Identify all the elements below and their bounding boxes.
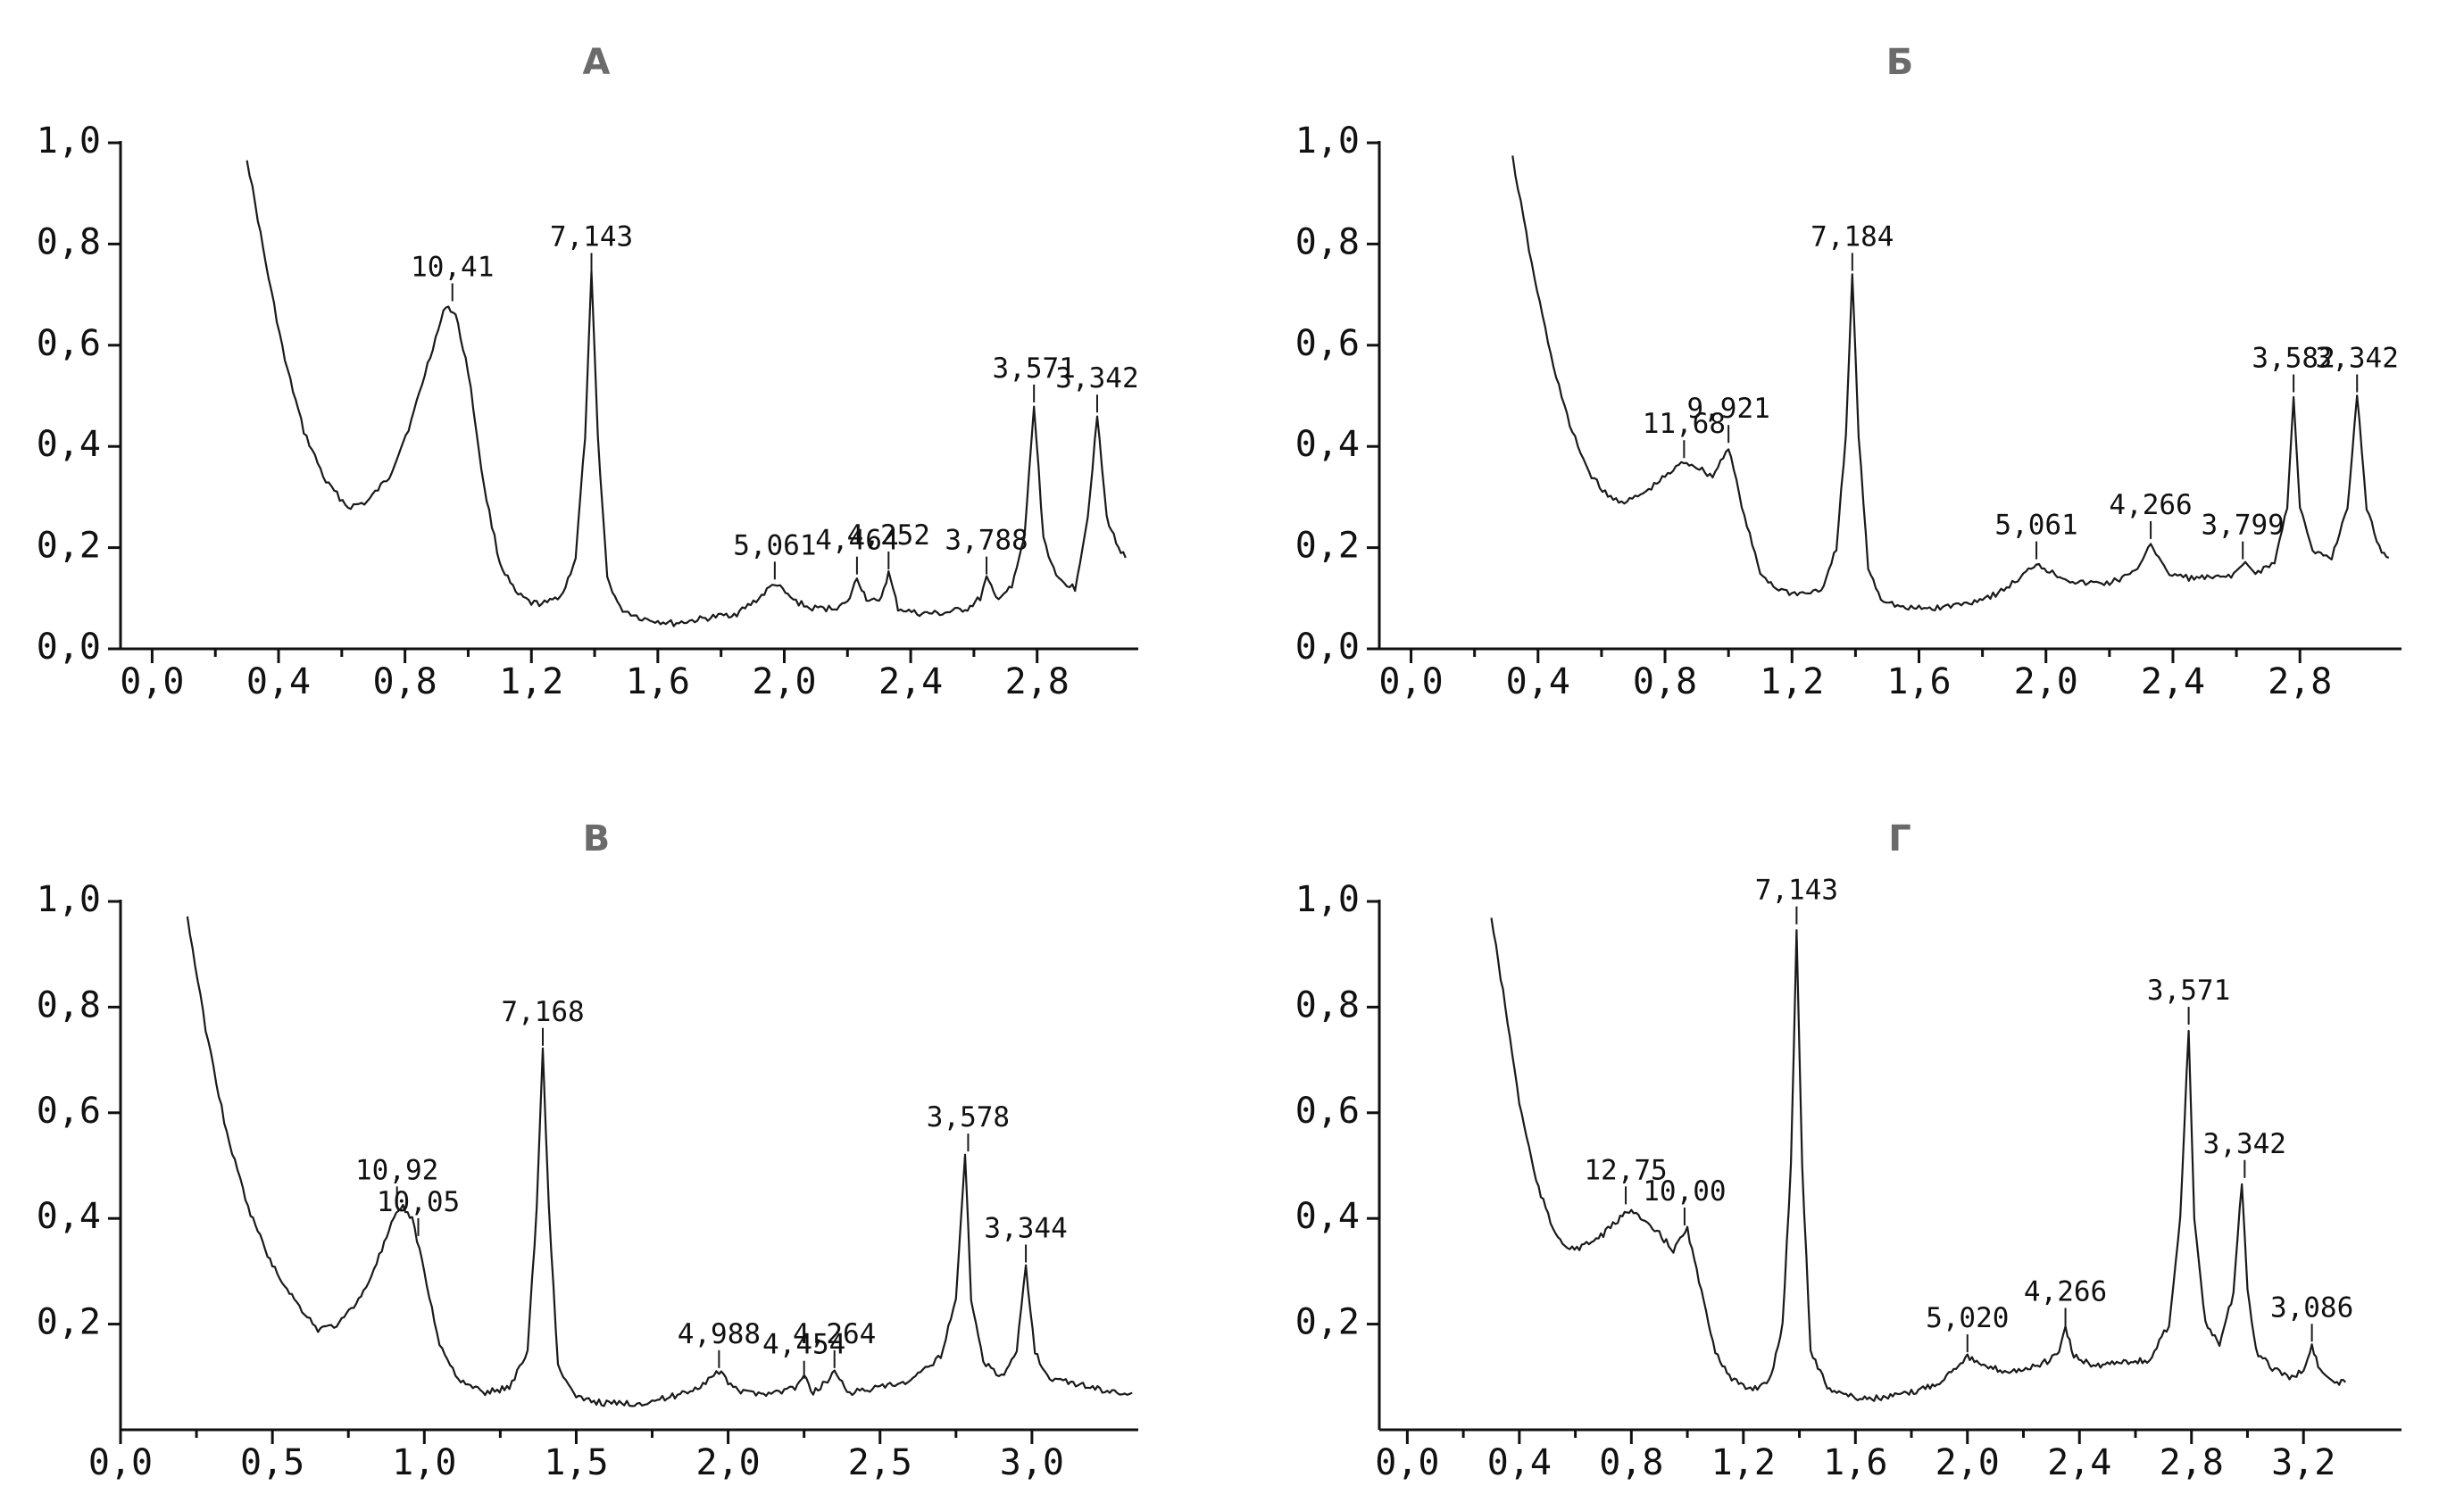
y-tick-label: 0,4 (37, 424, 101, 465)
x-tick-label: 2,0 (1935, 1442, 2000, 1483)
diffraction-trace (1490, 917, 2347, 1402)
y-tick-label: 0,0 (37, 627, 101, 668)
peak-label: 3,342 (2316, 343, 2399, 375)
peak-label: 9,921 (1686, 393, 1769, 425)
peak-label: 10,00 (1643, 1175, 1726, 1208)
x-tick-label: 1,2 (1711, 1442, 1776, 1483)
peak-label: 3,788 (945, 525, 1028, 557)
panel-title: А (583, 42, 611, 83)
x-tick-label: 3,0 (1000, 1442, 1064, 1483)
peak-label: 3,578 (927, 1101, 1010, 1133)
y-tick-label: 0,8 (37, 984, 101, 1025)
y-tick-label: 0,2 (37, 526, 101, 567)
peak-label: 7,184 (1811, 220, 1894, 253)
y-tick-label: 0,6 (37, 323, 101, 364)
peak-label: 4,266 (2109, 489, 2192, 521)
chart-panel: А 0,0 0,2 0,4 0,6 0,8 1,0 0,0 0,4 0,8 1,2 1,6 2,0 2,4… (37, 42, 1139, 702)
y-tick-label: 1,0 (37, 120, 101, 162)
peak-label: 12,75 (1584, 1154, 1667, 1186)
x-tick-label: 2,0 (2014, 661, 2078, 702)
x-tick-label: 2,5 (848, 1442, 912, 1483)
y-tick-label: 0,2 (1295, 1302, 1360, 1343)
y-tick-label: 0,4 (37, 1196, 101, 1237)
x-tick-label: 1,6 (626, 661, 690, 702)
x-tick-label: 1,2 (1760, 661, 1824, 702)
x-tick-label: 0,0 (88, 1442, 153, 1483)
peak-label: 10,41 (411, 251, 494, 283)
y-tick-label: 0,8 (1295, 984, 1360, 1025)
peak-label: 3,342 (2203, 1128, 2286, 1160)
x-tick-label: 3,2 (2271, 1442, 2335, 1483)
x-tick-label: 0,4 (246, 661, 311, 702)
y-tick-label: 0,2 (1295, 526, 1360, 567)
y-tick-label: 0,4 (1295, 424, 1360, 465)
peak-label: 10,92 (355, 1154, 438, 1186)
peak-label: 7,143 (550, 220, 633, 253)
x-tick-label: 2,4 (878, 661, 943, 702)
chart-panel: В 1,0 0,8 0,6 0,4 0,2 0,0 0,5 1,0 1,5 2,0 2,5 3,0 10,… (37, 818, 1138, 1483)
y-tick-label: 0,8 (1295, 221, 1360, 262)
x-tick-label: 0,4 (1487, 1442, 1552, 1483)
x-tick-label: 1,0 (392, 1442, 456, 1483)
x-tick-label: 0,8 (1599, 1442, 1663, 1483)
x-tick-label: 1,6 (1886, 661, 1951, 702)
x-tick-label: 2,8 (1005, 661, 1070, 702)
x-tick-label: 1,2 (499, 661, 563, 702)
chart-panel: Г 1,0 0,8 0,6 0,4 0,2 0,0 0,4 0,8 1,2 1,6 2,0 2,4 2,8… (1295, 818, 2402, 1483)
y-tick-label: 1,0 (1295, 120, 1360, 162)
y-tick-label: 0,2 (37, 1302, 101, 1343)
x-tick-label: 0,8 (1633, 661, 1697, 702)
x-tick-label: 0,0 (1375, 1442, 1439, 1483)
x-tick-label: 2,8 (2268, 661, 2332, 702)
panel-title: Б (1886, 42, 1914, 83)
y-tick-label: 0,6 (1295, 323, 1360, 364)
y-tick-label: 0,0 (1295, 627, 1360, 668)
peak-label: 5,061 (1994, 510, 2077, 542)
x-tick-label: 2,4 (2047, 1442, 2111, 1483)
x-tick-label: 2,0 (695, 1442, 760, 1483)
peak-label: 10,05 (377, 1186, 460, 1218)
peak-label: 4,252 (847, 519, 930, 552)
y-tick-label: 0,6 (37, 1091, 101, 1132)
peak-label: 11,68 (1643, 408, 1726, 440)
peak-label: 3,799 (2202, 510, 2285, 542)
peak-label: 4,454 (762, 1329, 845, 1361)
peak-label: 3,086 (2270, 1291, 2353, 1324)
x-tick-label: 1,5 (544, 1442, 608, 1483)
peak-label: 3,571 (2147, 975, 2230, 1007)
x-tick-label: 0,0 (120, 661, 184, 702)
x-tick-label: 1,6 (1823, 1442, 1887, 1483)
peak-label: 7,143 (1755, 875, 1838, 907)
peak-label: 4,464 (815, 525, 898, 557)
x-tick-label: 2,4 (2141, 661, 2205, 702)
peak-label: 3,582 (2252, 343, 2335, 375)
panel-title: Г (1888, 818, 1911, 859)
peak-label: 3,571 (993, 353, 1076, 385)
diffraction-trace (1511, 155, 2390, 611)
chart-panel: Б 0,0 0,2 0,4 0,6 0,8 1,0 0,0 0,4 0,8 1,2 1,6 2,0 2,4… (1295, 42, 2402, 702)
peak-label: 4,988 (678, 1318, 761, 1350)
peak-label: 5,061 (733, 529, 816, 561)
x-tick-label: 0,0 (1378, 661, 1443, 702)
y-tick-label: 0,8 (37, 221, 101, 262)
diffraction-trace (246, 160, 1127, 627)
peak-label: 7,168 (501, 996, 584, 1028)
diffraction-trace (186, 916, 1133, 1407)
panel-title: В (583, 818, 611, 859)
x-tick-label: 2,0 (752, 661, 816, 702)
peak-label: 3,344 (984, 1212, 1067, 1244)
y-tick-label: 0,4 (1295, 1196, 1360, 1237)
peak-label: 4,266 (2024, 1276, 2107, 1308)
y-tick-label: 1,0 (37, 879, 101, 920)
y-tick-label: 1,0 (1295, 879, 1360, 920)
peak-label: 5,020 (1926, 1302, 2009, 1334)
peak-label: 4,264 (793, 1318, 876, 1350)
x-tick-label: 0,5 (240, 1442, 304, 1483)
x-tick-label: 0,8 (373, 661, 437, 702)
y-tick-label: 0,6 (1295, 1091, 1360, 1132)
peak-label: 3,342 (1055, 362, 1138, 394)
x-tick-label: 2,8 (2160, 1442, 2224, 1483)
x-tick-label: 0,4 (1506, 661, 1570, 702)
